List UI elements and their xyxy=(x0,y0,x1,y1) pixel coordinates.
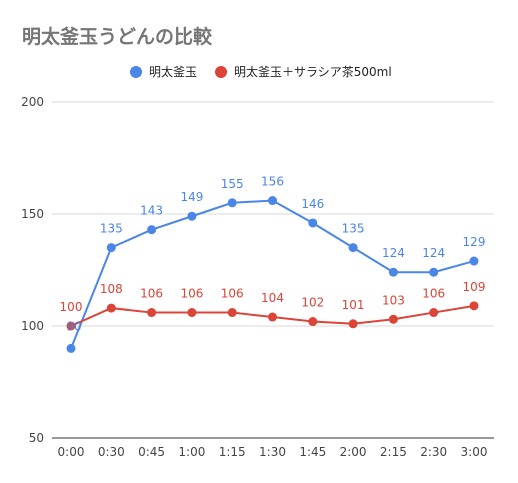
legend-label-1: 明太釜玉 xyxy=(149,64,197,79)
data-label: 109 xyxy=(463,280,486,294)
data-point xyxy=(268,196,277,206)
data-label: 124 xyxy=(382,246,405,260)
data-point xyxy=(388,267,398,277)
x-tick-label: 3:00 xyxy=(461,445,488,459)
data-point xyxy=(106,243,116,253)
gridlines: 50 100 150 200 xyxy=(21,95,494,445)
series-lines xyxy=(66,196,479,353)
data-label: 90 xyxy=(66,319,81,333)
data-point xyxy=(429,308,439,318)
data-label: 102 xyxy=(301,296,324,310)
data-label: 100 xyxy=(60,300,83,314)
x-tick-label: 0:00 xyxy=(58,445,85,459)
x-tick-label: 0:45 xyxy=(138,445,165,459)
data-label: 143 xyxy=(140,204,163,218)
data-label: 146 xyxy=(301,197,324,211)
data-point xyxy=(388,314,398,324)
legend: 明太釜玉 明太釜玉＋サラシア茶500ml xyxy=(130,64,392,79)
data-label: 129 xyxy=(463,235,486,249)
data-point xyxy=(187,211,197,221)
data-point xyxy=(348,319,358,329)
data-point xyxy=(348,243,358,253)
data-label: 106 xyxy=(140,287,163,301)
data-labels: 90 135 143 149 155 156 146 135 124 124 129 100 108 10… xyxy=(60,175,486,334)
data-label: 106 xyxy=(180,287,203,301)
chart-title: 明太釜玉うどんの比較 xyxy=(22,26,213,48)
data-point xyxy=(147,225,157,235)
data-label: 156 xyxy=(261,175,284,189)
x-tick-label: 1:00 xyxy=(178,445,205,459)
x-tick-label: 1:30 xyxy=(259,445,286,459)
x-tick-label: 2:15 xyxy=(380,445,407,459)
legend-marker-2 xyxy=(215,66,228,78)
data-point xyxy=(147,308,157,318)
data-point xyxy=(187,308,197,318)
data-label: 135 xyxy=(100,222,123,236)
x-tick-label: 0:30 xyxy=(98,445,125,459)
x-tick-label: 1:45 xyxy=(299,445,326,459)
data-point xyxy=(66,321,76,331)
legend-label-2: 明太釜玉＋サラシア茶500ml xyxy=(234,64,392,79)
y-tick-label: 100 xyxy=(21,319,44,333)
data-point xyxy=(66,343,76,353)
data-label: 124 xyxy=(422,246,445,260)
data-label: 106 xyxy=(221,287,244,301)
y-tick-label: 200 xyxy=(21,95,44,109)
legend-marker-1 xyxy=(130,66,142,78)
x-tick-label: 1:15 xyxy=(219,445,246,459)
y-tick-label: 50 xyxy=(29,431,44,445)
data-point xyxy=(227,198,237,208)
data-point xyxy=(308,218,318,228)
x-tick-label: 2:00 xyxy=(340,445,367,459)
data-label: 101 xyxy=(342,298,365,312)
data-point xyxy=(429,267,439,277)
y-tick-label: 150 xyxy=(21,207,44,221)
data-label: 104 xyxy=(261,291,284,305)
data-label: 103 xyxy=(382,293,405,307)
data-point xyxy=(106,303,116,313)
data-point xyxy=(268,312,277,322)
data-label: 108 xyxy=(100,282,123,296)
data-point xyxy=(308,317,318,327)
x-axis-ticks: 0:00 0:30 0:45 1:00 1:15 1:30 1:45 2:00 2:15 2:30… xyxy=(58,445,488,459)
data-point xyxy=(469,301,479,311)
data-label: 106 xyxy=(422,287,445,301)
data-label: 135 xyxy=(342,222,365,236)
data-label: 155 xyxy=(221,177,244,191)
data-point xyxy=(469,256,479,266)
x-tick-label: 2:30 xyxy=(420,445,447,459)
data-label: 149 xyxy=(180,190,203,204)
data-point xyxy=(227,308,237,318)
